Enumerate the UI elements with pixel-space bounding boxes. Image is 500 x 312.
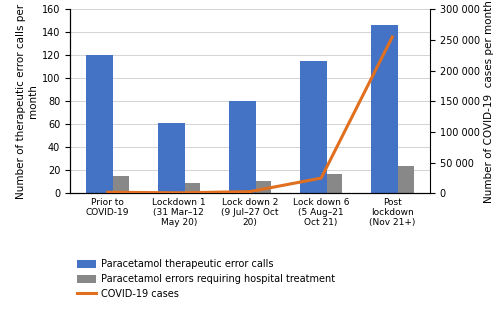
Y-axis label: Number of COVID-19  cases per month: Number of COVID-19 cases per month <box>484 0 494 203</box>
Bar <box>184 183 200 193</box>
COVID-19 cases <box>390 35 396 39</box>
Bar <box>327 174 342 193</box>
COVID-19 cases <box>176 191 182 195</box>
COVID-19 cases <box>104 190 110 194</box>
Y-axis label: Number of therapeutic error calls per
month: Number of therapeutic error calls per mo… <box>16 4 38 199</box>
Bar <box>114 176 129 193</box>
COVID-19 cases <box>247 190 253 193</box>
Bar <box>398 166 413 193</box>
Bar <box>158 123 184 193</box>
Line: COVID-19 cases: COVID-19 cases <box>108 37 393 193</box>
COVID-19 cases <box>318 176 324 180</box>
Bar <box>371 26 398 193</box>
Bar <box>300 61 327 193</box>
Bar <box>86 56 114 193</box>
Legend: Paracetamol therapeutic error calls, Paracetamol errors requiring hospital treat: Paracetamol therapeutic error calls, Par… <box>75 257 337 301</box>
Bar <box>228 101 256 193</box>
Bar <box>256 181 272 193</box>
